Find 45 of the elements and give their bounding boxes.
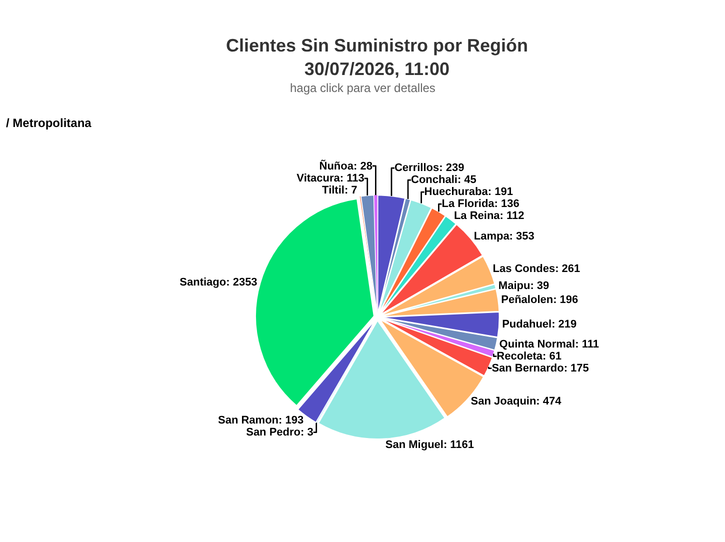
data-label: : 239	[439, 162, 464, 174]
slice-label: Conchali	[411, 174, 458, 186]
data-label: : 261	[555, 262, 580, 275]
data-label: : 112	[500, 210, 524, 222]
slice-label: La Reina	[454, 210, 501, 222]
data-label: : 2353	[226, 276, 258, 288]
slice-label: Tiltil	[322, 184, 344, 196]
text: / Metropolitana	[6, 116, 92, 130]
data-label: : 219	[552, 318, 577, 331]
slice-label: Recoleta	[496, 350, 544, 362]
data-label: : 1161	[443, 438, 474, 451]
slice-label: San Pedro	[246, 426, 301, 438]
data-label: : 193	[278, 414, 304, 426]
slice-label: Huechuraba	[424, 186, 489, 198]
slice-label: Lampa	[474, 230, 510, 242]
data-label: : 61	[542, 350, 562, 362]
slice-label: San Joaquin	[470, 396, 536, 408]
slice-label: Las Condes	[492, 262, 556, 275]
data-label: : 113	[340, 172, 364, 184]
slice-label: San Bernardo	[492, 362, 564, 374]
chart-subtitle: haga click para ver detalles	[290, 81, 436, 95]
slice-label: San Ramon	[218, 414, 279, 426]
slice-label: La Florida	[442, 198, 496, 210]
data-label: : 136	[494, 198, 520, 210]
data-label: : 7	[344, 184, 358, 196]
chart-title: Clientes Sin Suministro por Región 30/07/2026, 11:00	[226, 35, 528, 79]
slice-label: San Miguel	[385, 438, 444, 451]
data-label: : 39	[530, 280, 550, 292]
slice-label: Quinta Normal	[499, 338, 576, 350]
slice-label: Pudahuel	[502, 318, 552, 331]
data-label: : 191	[488, 186, 513, 198]
data-label: : 196	[553, 294, 578, 306]
data-label: : 353	[509, 230, 534, 242]
data-label: : 3	[300, 426, 314, 438]
data-label: : 111	[575, 338, 599, 350]
slice-label: Cerrillos	[394, 162, 440, 174]
slice-label: Peñalolen	[501, 294, 554, 306]
data-label: : 45	[457, 174, 476, 186]
data-label: : 28	[353, 160, 372, 172]
data-label: : 474	[536, 396, 562, 408]
slice-label: Ñuñoa	[319, 159, 354, 172]
slice-label: Santiago	[180, 276, 226, 288]
slice-label: Maipu	[498, 280, 530, 292]
slice-label: Vitacura	[296, 172, 341, 184]
data-label: : 175	[564, 362, 589, 374]
